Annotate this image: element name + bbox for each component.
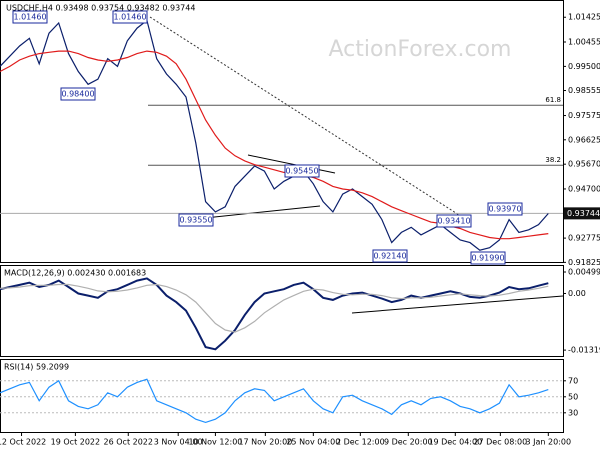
y-tick-label: 30 bbox=[568, 408, 578, 417]
fib-label: 38.2 bbox=[545, 156, 561, 164]
price-annotation-box bbox=[470, 251, 506, 265]
x-tick-label: 9 Dec 20:00 bbox=[384, 438, 433, 447]
price-annotation-box bbox=[487, 202, 523, 216]
x-tick-label: 12 Oct 2022 bbox=[0, 438, 46, 447]
macd-title: MACD(12,26,9) 0.002430 0.001683 bbox=[4, 269, 146, 278]
y-tick-label: 0.91825 bbox=[568, 258, 600, 267]
macd-frame bbox=[0, 265, 564, 357]
macd-trend-line bbox=[351, 295, 564, 314]
triangle-line bbox=[247, 154, 336, 174]
y-tick-label: 0.95670 bbox=[568, 160, 600, 169]
price-annotation: 0.93410 bbox=[437, 217, 470, 226]
x-tick-label: 19 Dec 04:00 bbox=[428, 438, 482, 447]
x-tick-label: 27 Dec 08:00 bbox=[473, 438, 527, 447]
fib-label: 61.8 bbox=[545, 96, 561, 104]
series-line bbox=[0, 50, 549, 240]
chart-title: USDCHF,H4 0.93498 0.93754 0.93482 0.9374… bbox=[6, 4, 195, 13]
y-tick-label: 0.99500 bbox=[568, 62, 600, 71]
x-tick-label: 3 Nov 04:00 bbox=[154, 438, 203, 447]
trend-line bbox=[149, 16, 471, 223]
y-tick-label: 0.92775 bbox=[568, 234, 600, 243]
price-frame bbox=[0, 0, 564, 263]
watermark: ActionForex.com bbox=[329, 37, 512, 62]
price-annotation: 0.92140 bbox=[373, 252, 406, 261]
x-tick-label: 2 Dec 12:00 bbox=[336, 438, 385, 447]
y-tick-label: 0.97575 bbox=[568, 111, 600, 120]
y-tick-label: 70 bbox=[568, 376, 578, 385]
x-tick-label: 10 Nov 12:00 bbox=[188, 438, 242, 447]
price-annotation-box bbox=[178, 213, 214, 227]
y-tick-label: 0.00 bbox=[568, 289, 586, 298]
x-tick-label: 17 Nov 20:00 bbox=[238, 438, 292, 447]
x-tick-label: 19 Oct 2022 bbox=[51, 438, 100, 447]
price-annotation: 1.01460 bbox=[113, 13, 146, 22]
price-annotation: 0.98400 bbox=[61, 90, 94, 99]
price-annotation-box bbox=[12, 10, 48, 24]
y-tick-label: -0.013193 bbox=[568, 346, 600, 355]
price-annotation-box bbox=[436, 214, 472, 228]
series-line bbox=[0, 378, 549, 424]
price-annotation: 0.91990 bbox=[471, 254, 504, 263]
price-annotation-box bbox=[60, 87, 96, 101]
price-annotation: 0.93970 bbox=[488, 205, 521, 214]
last-price-label: 0.93744 bbox=[567, 209, 600, 218]
y-tick-label: 0.96625 bbox=[568, 135, 600, 144]
x-tick-label: 26 Oct 2022 bbox=[104, 438, 153, 447]
price-annotation-box bbox=[372, 249, 408, 263]
rsi-title: RSI(14) 59.2099 bbox=[4, 363, 69, 372]
price-annotation: 0.95450 bbox=[285, 167, 318, 176]
price-annotation: 0.93550 bbox=[179, 216, 212, 225]
x-tick-label: 3 Jan 20:00 bbox=[526, 438, 572, 447]
y-tick-label: 0.98555 bbox=[568, 86, 600, 95]
price-annotation-box bbox=[284, 164, 320, 178]
series-line bbox=[0, 277, 549, 351]
triangle-line bbox=[204, 205, 321, 219]
x-tick-label: 25 Nov 04:00 bbox=[286, 438, 340, 447]
y-tick-label: 50 bbox=[568, 392, 578, 401]
series-line bbox=[0, 19, 549, 251]
series-line bbox=[0, 283, 549, 333]
y-tick-label: 0.94700 bbox=[568, 184, 600, 193]
y-tick-label: 0.004999 bbox=[568, 268, 600, 277]
last-price-box bbox=[564, 207, 600, 220]
y-tick-label: 1.00455 bbox=[568, 38, 600, 47]
rsi-frame bbox=[0, 359, 564, 433]
price-annotation: 1.01460 bbox=[13, 13, 46, 22]
price-annotation-box bbox=[112, 10, 148, 24]
y-tick-label: 1.01425 bbox=[568, 13, 600, 22]
